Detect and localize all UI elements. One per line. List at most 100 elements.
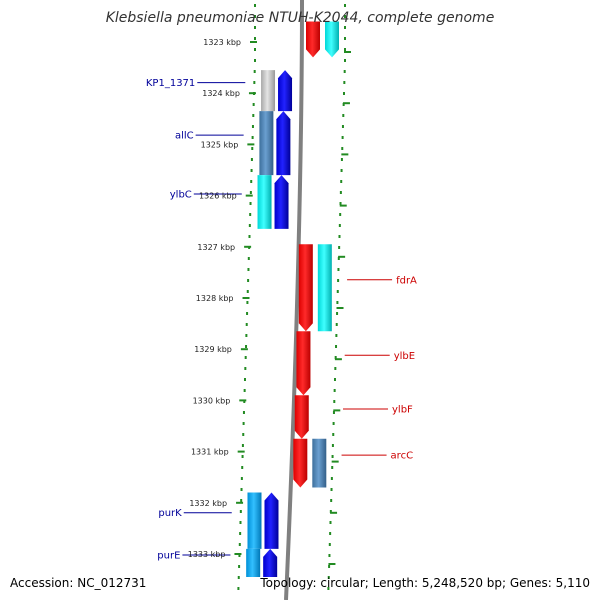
- ruler-dot-left: [247, 268, 250, 271]
- ruler-dot-left: [248, 224, 251, 227]
- ruler-dot-right: [338, 224, 341, 227]
- ruler-dot-left: [251, 125, 254, 128]
- gene-features: [246, 21, 339, 578]
- ruler-dot-right: [337, 268, 340, 271]
- arcc-label[interactable]: arcC: [391, 451, 414, 462]
- ruler-dot-left: [239, 521, 242, 524]
- ruler-dot-left: [251, 136, 254, 139]
- arcc-cog-block[interactable]: [312, 438, 327, 488]
- ruler-dot-left: [248, 235, 251, 238]
- ruler-dot-right: [343, 70, 346, 73]
- ruler-dot-right: [328, 543, 331, 546]
- ruler-tick-right: [339, 204, 347, 207]
- allc-label[interactable]: allC: [175, 131, 194, 142]
- ruler-dot-left: [250, 158, 253, 161]
- kbp-label: 1324 kbp: [202, 89, 240, 98]
- gene-1-outer-feature[interactable]: [325, 21, 339, 58]
- ruler-dot-left: [244, 367, 247, 370]
- ruler-tick-left: [248, 92, 256, 95]
- ruler-dot-right: [339, 191, 342, 194]
- ruler-dot-right: [340, 158, 343, 161]
- ruler-dot-left: [241, 455, 244, 458]
- ruler-tick-left: [244, 245, 252, 248]
- ruler-tick-right: [334, 358, 342, 361]
- ruler-tick-right: [336, 307, 344, 309]
- pure-cog-block[interactable]: [246, 548, 261, 578]
- pure-gene-arrow[interactable]: [263, 548, 278, 578]
- ruler-tick-right: [333, 409, 341, 412]
- kp1-1371-label[interactable]: KP1_1371: [146, 78, 195, 89]
- pure-label[interactable]: purE: [157, 550, 180, 561]
- ruler-tick-right: [331, 460, 339, 463]
- fdra-cog-block[interactable]: [317, 244, 332, 332]
- ruler-dot-right: [332, 422, 335, 425]
- ruler-dot-left: [254, 15, 256, 18]
- kbp-label: 1323 kbp: [203, 38, 241, 47]
- ruler-dot-left: [247, 257, 250, 260]
- ruler-dot-right: [330, 488, 333, 491]
- ruler-dot-left: [245, 323, 248, 326]
- kbp-label: 1332 kbp: [189, 499, 227, 508]
- ruler-dot-right: [336, 301, 339, 304]
- ruler-dot-right: [329, 532, 332, 535]
- ruler-dot-right: [331, 455, 334, 458]
- purk-gene-arrow[interactable]: [264, 492, 279, 549]
- ruler-dot-right: [338, 246, 341, 249]
- allc-gene-arrow[interactable]: [276, 111, 291, 176]
- ruler-dot-left: [246, 301, 249, 304]
- ylbf-label[interactable]: ylbF: [392, 405, 413, 416]
- allc-cog-block[interactable]: [259, 111, 274, 176]
- kbp-label: 1325 kbp: [201, 140, 239, 149]
- ruler-dot-right: [341, 147, 344, 150]
- ruler-dot-right: [333, 378, 336, 381]
- ruler-dot-left: [239, 510, 242, 513]
- ruler-dot-right: [344, 59, 346, 62]
- ruler-dot-right: [337, 257, 340, 260]
- ruler-dot-left: [254, 48, 256, 51]
- ruler-dot-left: [240, 488, 243, 491]
- ylbe-label[interactable]: ylbE: [394, 351, 415, 362]
- ruler-dot-right: [341, 136, 344, 139]
- ruler-dot-left: [250, 169, 253, 172]
- ruler-dot-left: [241, 466, 244, 469]
- kbp-label: 1333 kbp: [188, 550, 226, 559]
- ruler-dot-left: [238, 554, 241, 557]
- ylbe-gene-arrow[interactable]: [296, 331, 311, 396]
- purk-label[interactable]: purK: [158, 508, 182, 519]
- ruler-dot-right: [331, 466, 334, 469]
- purk-cog-block[interactable]: [247, 492, 262, 549]
- ruler-tick-right: [341, 153, 349, 156]
- arcc-gene-arrow[interactable]: [293, 438, 308, 488]
- kp1-1371-cog-block[interactable]: [261, 70, 276, 112]
- ruler-dot-right: [339, 202, 342, 205]
- ruler-dot-left: [245, 334, 248, 337]
- ruler-dot-left: [244, 356, 247, 359]
- ruler-dot-left: [254, 26, 256, 29]
- gene-0-inner-feature[interactable]: [306, 21, 320, 58]
- ruler-dot-right: [330, 477, 333, 480]
- ruler-dot-left: [238, 543, 241, 546]
- ruler-dot-left: [251, 147, 254, 150]
- ruler-dot-right: [342, 92, 345, 95]
- ylbf-gene-arrow[interactable]: [294, 395, 309, 439]
- ruler-dot-right: [327, 576, 330, 579]
- ruler-dot-right: [344, 37, 346, 40]
- ruler-dot-left: [240, 499, 243, 502]
- ruler-dot-left: [254, 4, 256, 7]
- ylbc-cog-block[interactable]: [257, 175, 272, 229]
- fdra-label[interactable]: fdrA: [396, 275, 417, 286]
- ruler-dot-right: [336, 290, 339, 293]
- ruler-dot-right: [334, 367, 337, 370]
- ruler-tick-left: [245, 194, 253, 197]
- ruler-dot-right: [333, 389, 336, 392]
- genome-backbone-line: [284, 0, 304, 601]
- ruler-dot-right: [337, 279, 340, 282]
- ylbc-label[interactable]: ylbC: [170, 190, 192, 201]
- ruler-dot-left: [242, 433, 245, 436]
- ruler-dot-left: [237, 576, 240, 579]
- kp1-1371-gene-arrow[interactable]: [278, 70, 293, 112]
- ylbc-gene-arrow[interactable]: [274, 175, 289, 229]
- ruler-tick-left: [247, 143, 255, 146]
- fdra-gene-arrow[interactable]: [298, 244, 313, 332]
